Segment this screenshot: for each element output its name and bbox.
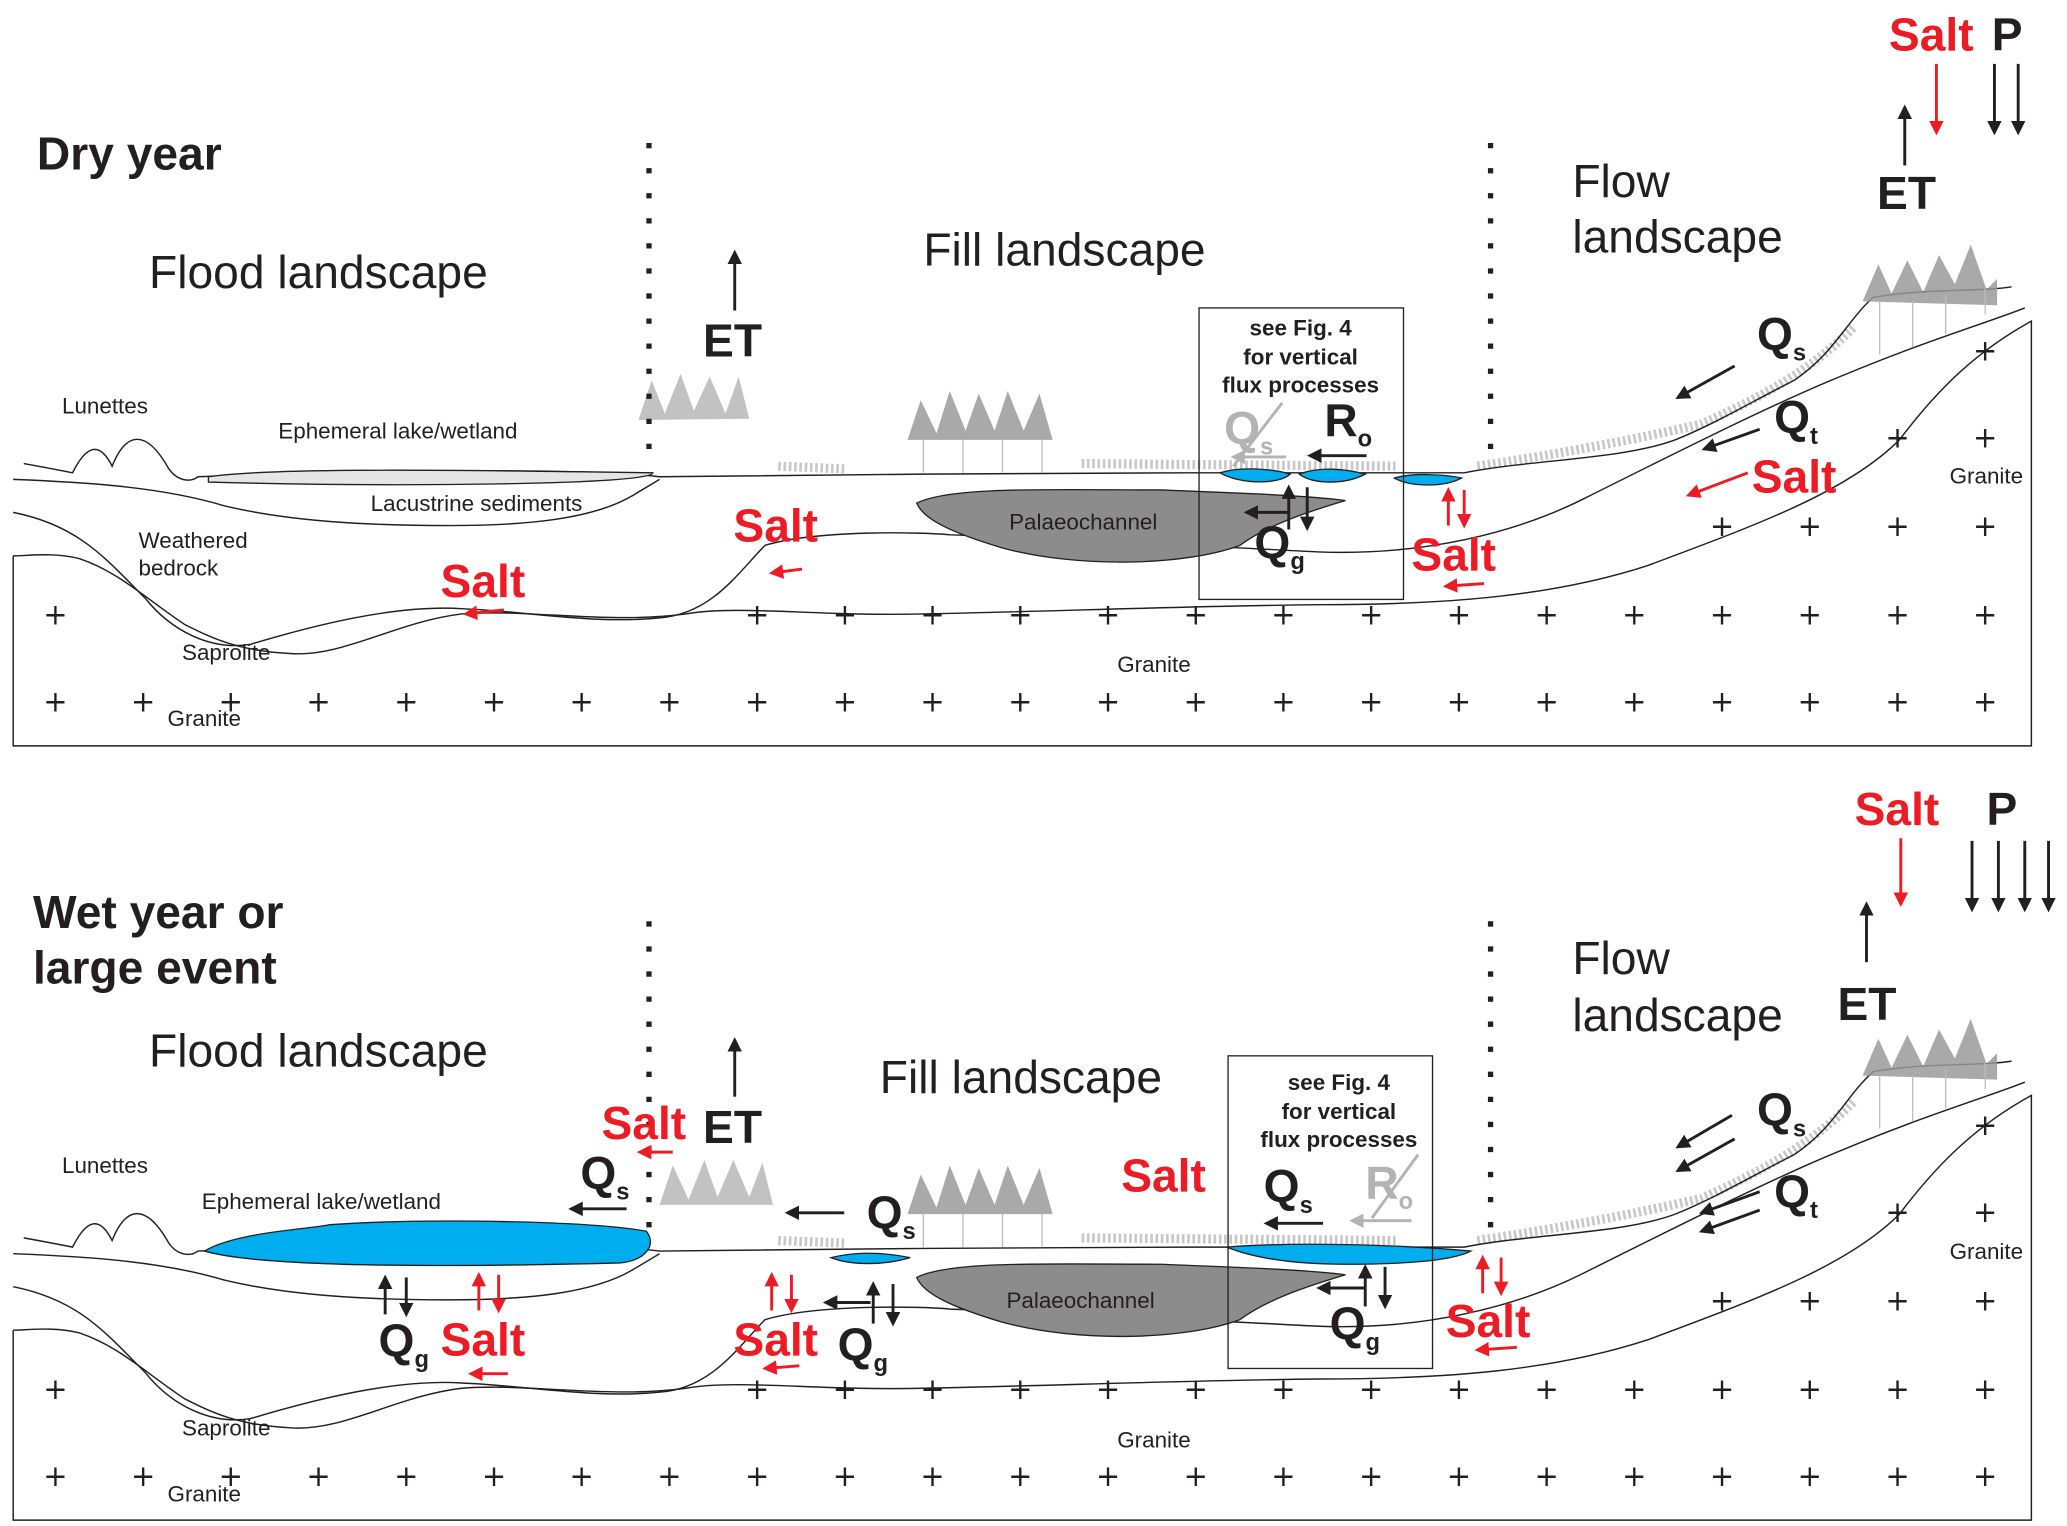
salt-arrow-icon [1442,578,1485,593]
fig4-note: see Fig. 4 [1250,316,1353,341]
salt-fill-label: Salt [733,499,818,551]
qs-box-label: Qs [1264,1160,1313,1219]
fill-trees [659,1160,773,1205]
ponds [1218,468,1464,486]
fill-trees [638,373,750,421]
panel-title-line-2: large event [33,941,277,993]
flow-landscape-label-1: Flow [1572,155,1670,207]
qg-label: Qg [1254,517,1304,576]
fig4-note: flux processes [1222,372,1379,397]
lake-label: Ephemeral lake/wetland [202,1189,441,1214]
lunettes-label: Lunettes [62,1153,148,1178]
qg-lake-label: Qg [379,1315,429,1374]
salt-pond-label: Salt [1411,528,1496,580]
fig4-reference-box [1227,1055,1434,1370]
et-label: ET [703,315,762,367]
fig4-note: for vertical [1243,345,1358,370]
et-label: ET [703,1101,762,1153]
weathered-label-1: Weathered [139,528,248,553]
fig4-note: flux processes [1260,1127,1417,1152]
granite-label: Granite [1117,652,1190,677]
qg-box-label: Qg [1330,1297,1380,1356]
qg-fill-label: Qg [838,1319,888,1378]
qs-crossed-label: Qs [1224,402,1273,461]
et-right-label: ET [1837,978,1896,1030]
salt-lake-label: Salt [441,1313,526,1365]
ponds [828,1243,1474,1265]
ro-crossed-label: Ro [1365,1156,1413,1215]
flooded-lake-shape [202,1220,652,1267]
qt-label: Qt [1774,1166,1818,1225]
qt-arrow-icon [1698,1208,1761,1235]
qs-lake-label: Qs [580,1147,629,1206]
salt-input-label: Salt [1889,9,1974,61]
weathered-label-2: bedrock [139,556,220,581]
palaeochannel-label: Palaeochannel [1006,1288,1154,1313]
salt-fill-label: Salt [733,1313,818,1365]
fig4-note: see Fig. 4 [1288,1070,1391,1095]
salt-flood-label: Salt [441,555,526,607]
panel-title: Dry year [37,127,222,179]
qs-arrow-icon [1675,364,1736,400]
precipitation-label: P [1987,783,2018,835]
saprolite-label: Saprolite [182,1416,270,1441]
salt-fill-top-label: Salt [1121,1150,1206,1202]
salt-arrow-icon [1474,1341,1518,1357]
flow-landscape-label-2: landscape [1572,989,1782,1041]
salt-pond-label: Salt [1446,1295,1531,1347]
salt-slope-label: Salt [1752,451,1837,503]
dry-lake-shape [207,469,654,486]
lake-label: Ephemeral lake/wetland [278,419,517,444]
terrain-cross-section [13,245,2031,746]
fig4-note: for vertical [1282,1099,1397,1124]
qt-arrow-icon [1698,1190,1761,1216]
fill-landscape-label: Fill landscape [880,1051,1162,1103]
qs-label: Qs [1757,308,1806,367]
qs-label: Qs [1757,1084,1806,1143]
flow-landscape-label-1: Flow [1572,932,1670,984]
runoff-label: Ro [1324,394,1372,453]
panel-title-line-1: Wet year or [33,886,284,938]
salt-arrow-icon [1685,471,1749,498]
granite-label: Granite [1117,1428,1190,1453]
granite-label: Granite [1950,463,2023,488]
salt-arrow-icon [768,564,803,579]
salt-input-label: Salt [1855,783,1940,835]
qs-fill-label: Qs [867,1187,916,1246]
saprolite-label: Saprolite [182,640,270,665]
cross-out-icon [1370,1153,1420,1219]
flow-landscape-label-2: landscape [1572,211,1782,263]
precipitation-label: P [1992,9,2023,61]
fill-landscape-label: Fill landscape [923,224,1205,276]
qt-label: Qt [1774,391,1818,450]
dry-year-panel: Dry year Flood landscape Fill landscape … [13,9,2031,746]
qs-arrow-icon [1675,1137,1736,1173]
qs-arrow-icon [1675,1113,1733,1149]
wet-year-panel: Wet year or large event Flood landscape … [13,783,2056,1520]
palaeochannel-label: Palaeochannel [1009,510,1157,535]
granite-label: Granite [168,1482,241,1507]
salt-et-label: Salt [602,1097,687,1149]
qt-arrow-icon [1701,427,1761,452]
fig4-reference-box [1198,307,1405,601]
lacustrine-label: Lacustrine sediments [371,491,583,516]
granite-label: Granite [168,706,241,731]
lunettes-label: Lunettes [62,393,148,418]
et-right-label: ET [1877,167,1936,219]
granite-label: Granite [1950,1239,2023,1264]
flood-landscape-label: Flood landscape [149,246,488,298]
salt-arrow-icon [762,1360,800,1375]
flood-landscape-label: Flood landscape [149,1024,488,1076]
salt-arrow-icon [462,605,505,620]
